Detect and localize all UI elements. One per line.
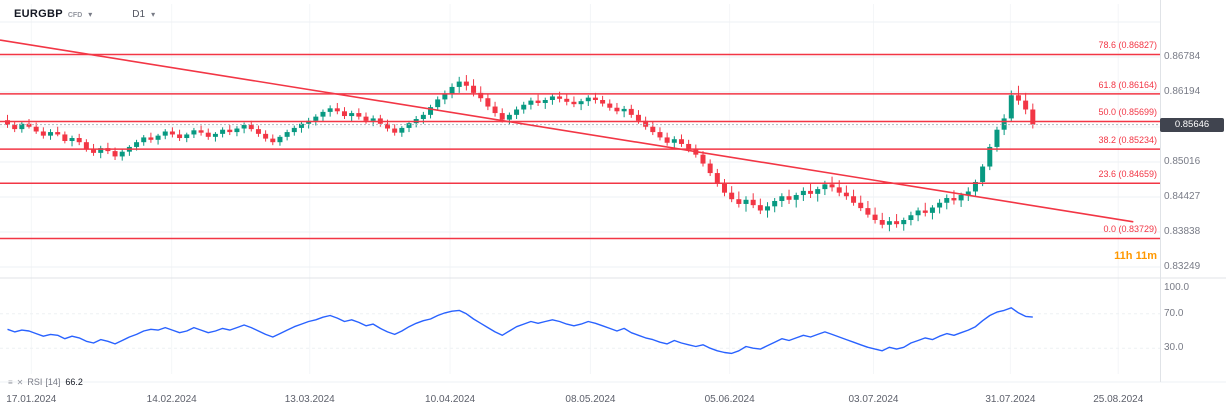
- price-axis-label: 0.84427: [1164, 191, 1201, 202]
- date-label: 05.06.2024: [704, 394, 755, 405]
- grid-lines: [0, 4, 1160, 374]
- price-axis-label: 0.85016: [1164, 156, 1201, 168]
- fib-level-label[interactable]: 50.0 (0.85699): [1098, 107, 1157, 118]
- date-label: 10.04.2024: [425, 394, 476, 405]
- price-axis-label: 0.83249: [1164, 260, 1201, 272]
- candlesticks[interactable]: [5, 75, 1036, 232]
- fib-level-label[interactable]: 38.2 (0.85234): [1098, 135, 1157, 146]
- date-label: 14.02.2024: [146, 394, 197, 405]
- price-axis-label: 0.86784: [1164, 51, 1201, 62]
- rsi-indicator-params: [14]: [45, 377, 61, 387]
- timeframe-selector[interactable]: D1 ▾: [132, 9, 155, 20]
- price-axis-label: 0.83838: [1164, 225, 1201, 237]
- fib-level-label[interactable]: 23.6 (0.84659): [1098, 169, 1157, 180]
- rsi-axis-label: 30.0: [1164, 342, 1184, 354]
- date-label: 25.08.2024: [1093, 394, 1144, 405]
- fib-level-label[interactable]: 0.0 (0.83729): [1103, 224, 1157, 235]
- rsi-indicator-name: RSI: [27, 377, 43, 387]
- rsi-indicator-value: 66.2: [65, 377, 83, 387]
- date-label: 13.03.2024: [284, 394, 335, 405]
- date-label: 17.01.2024: [6, 394, 57, 405]
- date-label: 31.07.2024: [985, 394, 1036, 405]
- symbol-name: EURGBP: [14, 8, 63, 20]
- rsi-pane[interactable]: [0, 307, 1160, 355]
- timeframe-label: D1: [132, 8, 146, 20]
- fib-level-label[interactable]: 78.6 (0.86827): [1098, 40, 1157, 51]
- symbol-selector[interactable]: EURGBP CFD ▾: [14, 8, 92, 20]
- fib-retracement-lines[interactable]: [0, 53, 1160, 240]
- date-label: 08.05.2024: [565, 394, 616, 405]
- price-axis-label: 0.86194: [1164, 86, 1201, 98]
- date-label: 03.07.2024: [848, 394, 899, 405]
- chart-header: EURGBP CFD ▾ D1 ▾: [14, 8, 155, 20]
- instrument-type-label: CFD: [67, 12, 83, 19]
- chevron-down-icon[interactable]: ▾: [88, 10, 93, 19]
- indicator-close-icon[interactable]: ✕: [16, 377, 24, 387]
- pane-separators: [0, 0, 1226, 383]
- current-price-badge: 0.85646: [1160, 117, 1224, 132]
- indicator-settings-icon[interactable]: ≡: [8, 377, 13, 387]
- fib-level-label[interactable]: 61.8 (0.86164): [1098, 79, 1157, 90]
- candle-countdown: 11h 11m: [1114, 250, 1157, 262]
- trendline[interactable]: [0, 39, 1134, 223]
- rsi-axis-label: 100.0: [1164, 282, 1190, 293]
- chevron-down-icon[interactable]: ▾: [151, 9, 156, 19]
- rsi-indicator-legend: ≡ ✕ RSI [14] 66.2: [8, 377, 83, 387]
- rsi-axis-label: 70.0: [1164, 307, 1184, 319]
